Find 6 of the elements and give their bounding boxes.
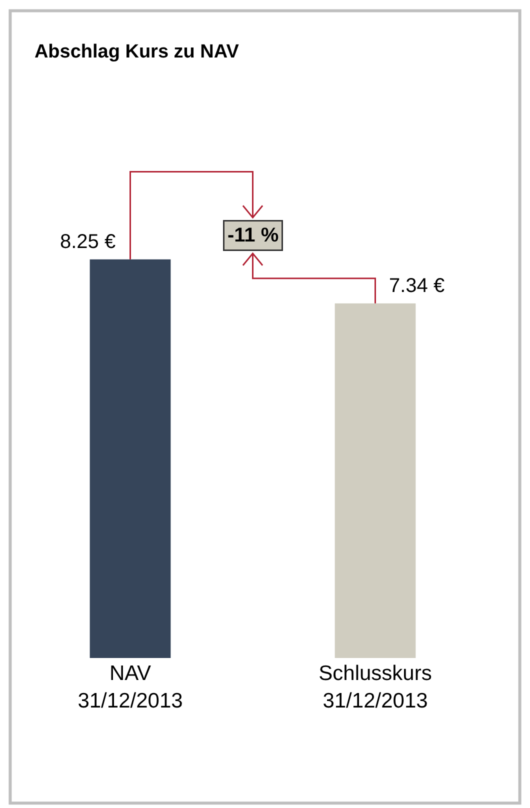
data-label: 8.25 €: [60, 231, 116, 253]
chart-title: Abschlag Kurs zu NAV: [34, 42, 240, 63]
data-label: 7.34 €: [389, 275, 445, 297]
x-tick-label: NAV 31/12/2013: [78, 662, 183, 712]
x-tick-label: Schlusskurs 31/12/2013: [318, 662, 432, 712]
text: -11 %: [228, 224, 279, 246]
